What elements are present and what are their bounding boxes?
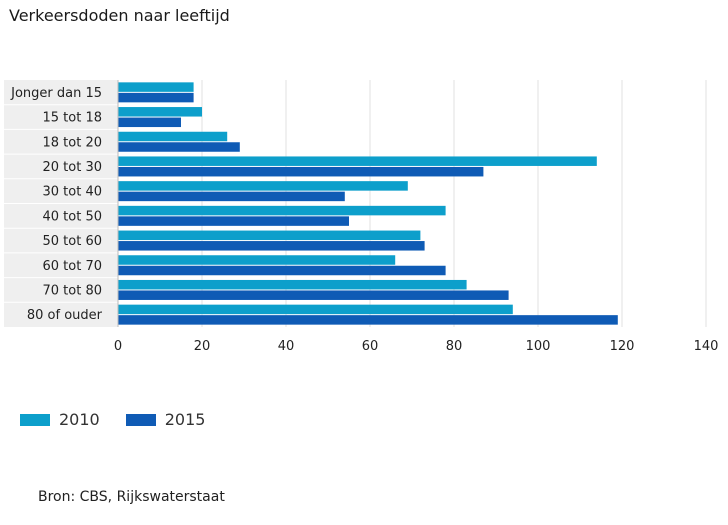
bar-2010-6 <box>118 205 446 216</box>
x-tick-label: 0 <box>114 339 122 354</box>
bar-2010-8 <box>118 255 396 265</box>
bar-2015-10 <box>118 315 618 325</box>
legend-item-2015: 2015 <box>125 410 206 429</box>
chart-title: Verkeersdoden naar leeftijd <box>9 6 230 25</box>
category-label: 30 tot 40 <box>43 185 103 200</box>
bar-2010-5 <box>118 181 408 191</box>
legend-label-2010: 2010 <box>59 410 100 429</box>
x-tick-label: 20 <box>194 339 211 354</box>
x-tick-label: 80 <box>446 339 463 354</box>
category-label: 18 tot 20 <box>43 135 103 150</box>
bar-2010-4 <box>118 156 597 166</box>
bar-2015-7 <box>118 241 425 251</box>
legend-swatch-2015 <box>125 413 156 426</box>
bar-2015-1 <box>118 92 194 103</box>
bar-chart: Jonger dan 15 15 tot 18 18 tot 20 20 tot 30… <box>4 80 719 354</box>
x-tick-label: 120 <box>610 339 635 354</box>
category-label: 50 tot 60 <box>43 234 103 249</box>
bar-2015-2 <box>118 117 181 128</box>
bar-2015-5 <box>118 191 345 202</box>
category-label: 20 tot 30 <box>43 160 103 175</box>
category-label: 80 of ouder <box>27 308 103 323</box>
category-label: 70 tot 80 <box>43 283 103 298</box>
source-note: Bron: CBS, Rijkswaterstaat <box>38 489 225 505</box>
bar-2015-6 <box>118 216 349 226</box>
bar-2010-3 <box>118 131 228 142</box>
bar-2010-10 <box>118 304 513 315</box>
category-label: 60 tot 70 <box>43 259 103 274</box>
x-tick-label: 100 <box>526 339 551 354</box>
legend-label-2015: 2015 <box>164 410 206 429</box>
bar-2010-1 <box>118 82 194 92</box>
category-label: 15 tot 18 <box>43 111 103 126</box>
bar-2015-3 <box>118 142 240 152</box>
legend-swatch-2010 <box>20 413 50 426</box>
bar-2015-4 <box>118 166 484 177</box>
bar-2010-9 <box>118 279 467 290</box>
x-tick-label: 40 <box>278 339 295 354</box>
bar-2015-8 <box>118 265 446 276</box>
x-tick-label: 140 <box>694 339 719 354</box>
x-tick-label: 60 <box>362 339 379 354</box>
category-label: Jonger dan 15 <box>10 86 102 101</box>
legend-item-2010: 2010 <box>20 410 100 429</box>
bar-2010-2 <box>118 107 202 117</box>
category-label: 40 tot 50 <box>43 209 103 224</box>
bar-2015-9 <box>118 290 509 300</box>
bar-2010-7 <box>118 230 421 241</box>
legend: 2010 2015 <box>20 410 231 429</box>
